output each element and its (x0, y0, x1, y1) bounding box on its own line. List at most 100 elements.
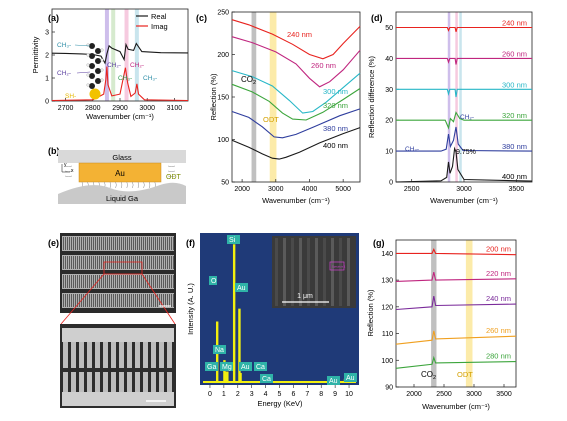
edx-label-bg-5 (235, 283, 248, 292)
odt-chain (167, 170, 176, 172)
inset-stripe (315, 238, 318, 306)
series-label-d-0: 240 nm (502, 18, 527, 27)
sem-groove (171, 275, 172, 288)
sem-groove (97, 256, 98, 269)
y-tick-label-d-0: 0 (389, 180, 393, 187)
edx-peak-na-2 (223, 360, 226, 383)
sem-groove (67, 275, 68, 288)
sem-groove (89, 275, 90, 288)
band-g-0 (431, 240, 437, 387)
sem-groove (163, 294, 164, 307)
sem-groove (65, 256, 66, 269)
series-label-g-1: 220 nm (486, 269, 511, 278)
sem-groove (147, 237, 148, 250)
axis-y-label: y (64, 162, 67, 168)
sem-groove (93, 294, 94, 307)
sem-groove (135, 256, 136, 269)
sem-groove (115, 256, 116, 269)
sem-pillar (135, 342, 140, 368)
sem-groove (131, 275, 132, 288)
inset-stripe (299, 238, 302, 306)
sem-groove (139, 275, 140, 288)
sem-groove (117, 294, 118, 307)
sem-groove (141, 256, 142, 269)
sem-pillar (143, 372, 148, 392)
sem-groove (77, 237, 78, 250)
sem-groove (115, 294, 116, 307)
sem-groove (149, 237, 150, 250)
sem-groove (147, 256, 148, 269)
f-x-tick-label-9: 9 (333, 391, 337, 398)
sem-groove (107, 237, 108, 250)
sem-groove (71, 294, 72, 307)
hydrogen-atom (100, 48, 104, 52)
liquid-ga-layer (58, 182, 186, 204)
sem-groove (77, 256, 78, 269)
sem-pillar (167, 372, 172, 392)
sem-groove (87, 275, 88, 288)
inset-tag: Spectrum 1 (332, 265, 346, 269)
sem-groove (85, 275, 86, 288)
sem-groove (101, 237, 102, 250)
y-tick-label-g-1: 100 (381, 358, 393, 365)
edx-label-bg-2 (213, 345, 226, 354)
sem-groove (145, 275, 146, 288)
edx-peak-mg-3 (226, 371, 229, 383)
series-label-c-2: 300 nm (323, 87, 348, 96)
band-d-2 (459, 12, 462, 182)
sem-pillar (111, 372, 116, 392)
sem-pillar (95, 372, 100, 392)
series-label-d-3: 320 nm (502, 111, 527, 120)
series-g-280-nm (395, 355, 517, 369)
sem-groove (75, 294, 76, 307)
series-d-400-nm (395, 146, 533, 183)
sem-pillar (71, 342, 76, 368)
sem-groove (117, 237, 118, 250)
inset-stripe (275, 238, 278, 306)
sem-groove (95, 256, 96, 269)
sem-groove (155, 294, 156, 307)
sem-pillar (119, 372, 124, 392)
sem-groove (129, 256, 130, 269)
panel-g-ylabel: Reflection (%) (366, 289, 375, 337)
sem-groove (141, 237, 142, 250)
panel-a: (a) 2700 2800 2900 3000 3100 0 1 2 3 Permittivit… (31, 8, 189, 121)
sem-groove (157, 294, 158, 307)
carbon-atom (95, 58, 101, 64)
sem-groove (115, 275, 116, 288)
sem-groove (73, 237, 74, 250)
odt-chain (109, 181, 111, 189)
carbon-atom (89, 53, 95, 59)
f-x-tick-label-1: 1 (222, 391, 226, 398)
sem-groove (83, 256, 84, 269)
sem-pillar (63, 342, 68, 368)
sem-groove (133, 294, 134, 307)
carbon-atom (95, 68, 101, 74)
sem-groove (73, 275, 74, 288)
sem-groove (125, 275, 126, 288)
odt-chain (137, 181, 139, 189)
sem-groove (101, 294, 102, 307)
series-a-real (51, 42, 189, 65)
sem-groove (143, 275, 144, 288)
carbon-atom (95, 48, 101, 54)
panel-a-ylabel: Permittivity (31, 36, 40, 73)
sem-groove (169, 275, 170, 288)
panel-f-label: (f) (186, 238, 195, 248)
panel-c-label: (c) (196, 13, 207, 23)
band-a-1 (124, 9, 129, 101)
sem-pillar (127, 342, 132, 368)
sem-groove (71, 256, 72, 269)
series-label-g-3: 260 nm (486, 326, 511, 335)
x-tick-label-d-0: 2500 (404, 186, 420, 193)
sem-groove (169, 237, 170, 250)
inset-stripe (307, 238, 310, 306)
sem-groove (121, 294, 122, 307)
sem-groove (155, 256, 156, 269)
sem-groove (127, 256, 128, 269)
sem-groove (101, 256, 102, 269)
edx-label-bg-10 (344, 373, 357, 382)
sem-groove (73, 294, 74, 307)
sem-groove (163, 275, 164, 288)
